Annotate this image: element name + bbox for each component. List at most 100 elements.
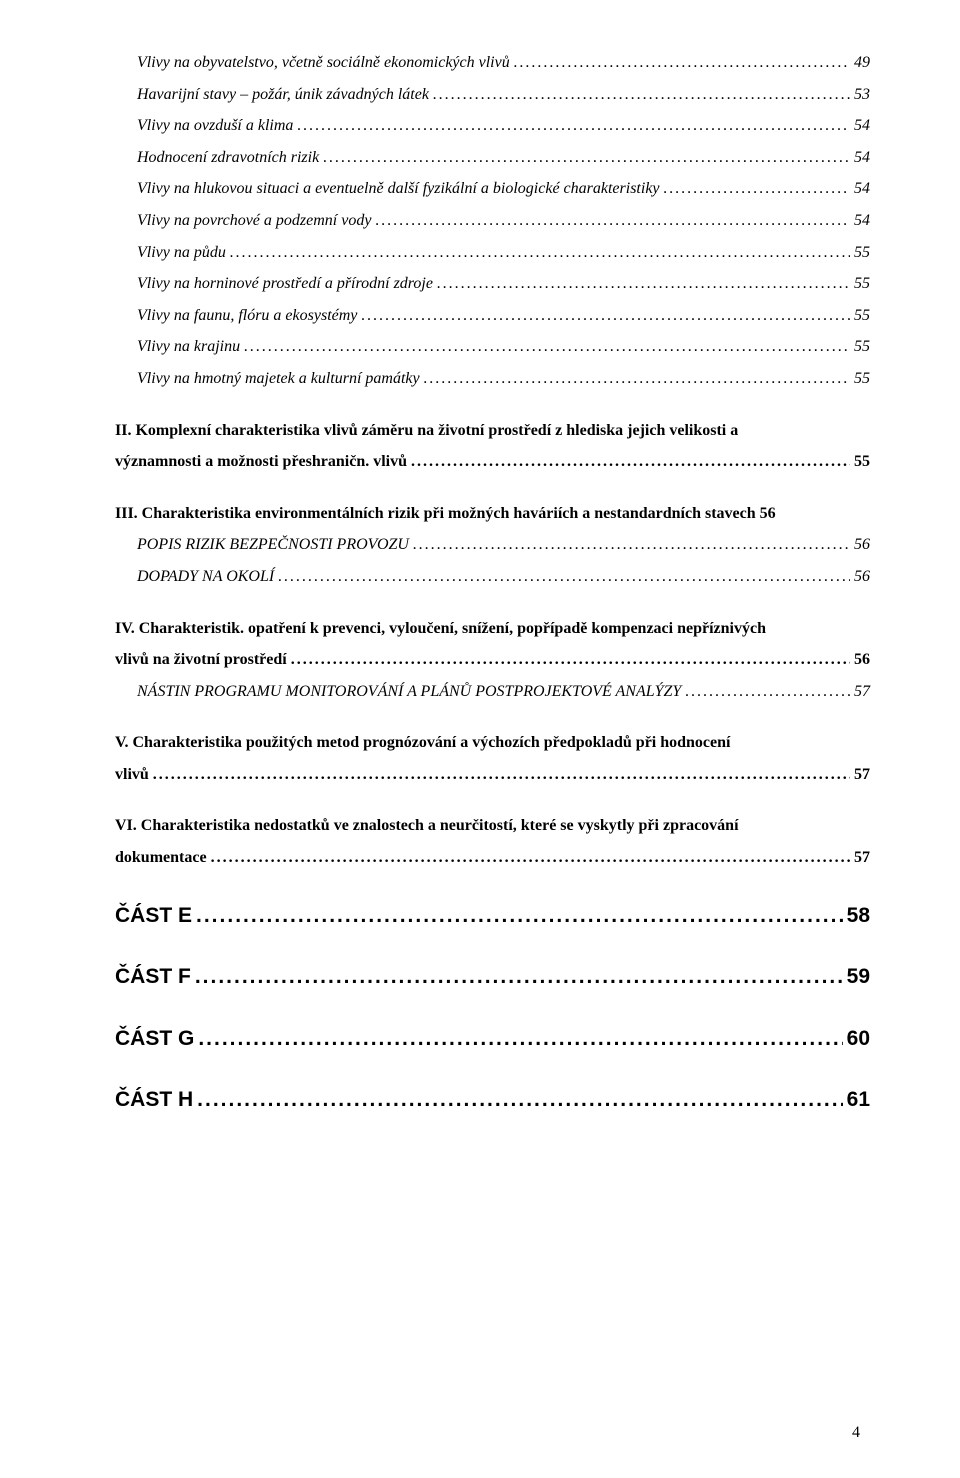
dots [193,1083,842,1117]
dots [510,50,850,76]
dots [191,960,843,994]
dots [357,303,850,329]
toc-entry-page: 54 [850,113,870,139]
toc-part-title: ČÁST E [115,899,192,933]
toc-section-2: II. Komplexní charakteristika vlivů zámě… [115,418,870,475]
toc-part-page: 60 [843,1022,870,1056]
dots [192,899,843,933]
section-2-line-b: významnosti a možnosti přeshraničn. vliv… [115,449,870,475]
toc-entry: Vlivy na povrchové a podzemní vody 54 [115,208,870,234]
toc-entry-page: 55 [850,271,870,297]
toc-section-3: III. Charakteristika environmentálních r… [115,501,870,590]
section-6-text-a: VI. Charakteristika nedostatků ve znalos… [115,817,739,834]
section-6-page: 57 [850,845,870,871]
toc-part-page: 59 [843,960,870,994]
toc-entry-page: 55 [850,303,870,329]
dots [681,679,850,705]
toc-entry: POPIS RIZIK BEZPEČNOSTI PROVOZU56 [115,532,870,558]
toc-section-5: V. Charakteristika použitých metod progn… [115,730,870,787]
section-4-text-b: vlivů na životní prostředí [115,647,287,673]
toc-entry-title: NÁSTIN PROGRAMU MONITOROVÁNÍ A PLÁNŮ POS… [137,679,681,705]
dots [274,564,850,590]
toc-section-4: IV. Charakteristik. opatření k prevenci,… [115,616,870,705]
dots [420,366,850,392]
toc-entry: Vlivy na obyvatelstvo, včetně sociálně e… [115,50,870,76]
toc-entry: Vlivy na faunu, flóru a ekosystémy 55 [115,303,870,329]
dots [409,532,850,558]
dots [429,82,850,108]
toc-entry-title: Vlivy na půdu [137,240,226,266]
toc-entry-title: Vlivy na krajinu [137,334,240,360]
dots [149,762,850,788]
toc-entry-page: 55 [850,334,870,360]
section-4-text-a: IV. Charakteristik. opatření k prevenci,… [115,620,766,637]
dots [194,1022,842,1056]
dots [660,176,850,202]
page-container: Vlivy na obyvatelstvo, včetně sociálně e… [0,0,960,1478]
toc-entry-page: 56 [850,532,870,558]
toc-part-entry: ČÁST E 58 [115,899,870,933]
toc-entry: Hodnocení zdravotních rizik 54 [115,145,870,171]
dots [433,271,850,297]
section-2-line-a: II. Komplexní charakteristika vlivů zámě… [115,418,870,444]
toc-entry-page: 55 [850,366,870,392]
section-4-page: 56 [850,647,870,673]
toc-entry-title: Havarijní stavy – požár, únik závadných … [137,82,429,108]
section-5-page: 57 [850,762,870,788]
toc-part-page: 58 [843,899,870,933]
section-4-line-b: vlivů na životní prostředí 56 [115,647,870,673]
section-5-text-b: vlivů [115,762,149,788]
toc-part-title: ČÁST H [115,1083,193,1117]
toc-entry: Vlivy na hlukovou situaci a eventuelně d… [115,176,870,202]
toc-entry-page: 54 [850,145,870,171]
toc-entry: Vlivy na horninové prostředí a přírodní … [115,271,870,297]
toc-entry: Havarijní stavy – požár, únik závadných … [115,82,870,108]
toc-entry-page: 53 [850,82,870,108]
toc-entry-page: 55 [850,240,870,266]
toc-parts: ČÁST E 58 ČÁST F 59 ČÁST G60 ČÁST H 61 [115,899,870,1117]
dots [240,334,850,360]
section-2-text-b: významnosti a možnosti přeshraničn. vliv… [115,449,407,475]
toc-entry-title: Vlivy na povrchové a podzemní vody [137,208,371,234]
toc-entry: Vlivy na půdu 55 [115,240,870,266]
section-3-page: 56 [756,501,776,527]
section-3-title: III. Charakteristika environmentálních r… [115,501,756,527]
section-5-line-b: vlivů 57 [115,762,870,788]
toc-entry-page: 57 [850,679,870,705]
section-2-text-a: II. Komplexní charakteristika vlivů zámě… [115,422,738,439]
section-6-text-b: dokumentace [115,845,207,871]
toc-entry-page: 54 [850,208,870,234]
toc-entry: NÁSTIN PROGRAMU MONITOROVÁNÍ A PLÁNŮ POS… [115,679,870,705]
toc-part-title: ČÁST F [115,960,191,994]
toc-entry-title: Vlivy na hmotný majetek a kulturní památ… [137,366,420,392]
dots [226,240,850,266]
toc-entry-title: Vlivy na horninové prostředí a přírodní … [137,271,433,297]
dots [287,647,850,673]
section-5-line-a: V. Charakteristika použitých metod progn… [115,730,870,756]
toc-part-page: 61 [843,1083,870,1117]
toc-entry-title: Vlivy na faunu, flóru a ekosystémy [137,303,357,329]
dots [207,845,850,871]
toc-entry-title: Vlivy na ovzduší a klima [137,113,293,139]
toc-entry: DOPADY NA OKOLÍ 56 [115,564,870,590]
dots [319,145,850,171]
toc-entry-title: Vlivy na obyvatelstvo, včetně sociálně e… [137,50,510,76]
toc-entry-title: DOPADY NA OKOLÍ [137,564,274,590]
toc-part-entry: ČÁST G60 [115,1022,870,1056]
section-4-line-a: IV. Charakteristik. opatření k prevenci,… [115,616,870,642]
toc-entry: Vlivy na hmotný majetek a kulturní památ… [115,366,870,392]
toc-entry-title: Vlivy na hlukovou situaci a eventuelně d… [137,176,660,202]
toc-entry-page: 56 [850,564,870,590]
toc-block-1: Vlivy na obyvatelstvo, včetně sociálně e… [115,50,870,392]
toc-part-entry: ČÁST F 59 [115,960,870,994]
dots [371,208,850,234]
toc-part-entry: ČÁST H 61 [115,1083,870,1117]
section-6-line-b: dokumentace 57 [115,845,870,871]
toc-entry-title: Hodnocení zdravotních rizik [137,145,319,171]
section-5-text-a: V. Charakteristika použitých metod progn… [115,734,730,751]
dots [407,449,850,475]
toc-section-6: VI. Charakteristika nedostatků ve znalos… [115,813,870,870]
dots [293,113,850,139]
section-2-page: 55 [850,449,870,475]
toc-entry: Vlivy na krajinu 55 [115,334,870,360]
